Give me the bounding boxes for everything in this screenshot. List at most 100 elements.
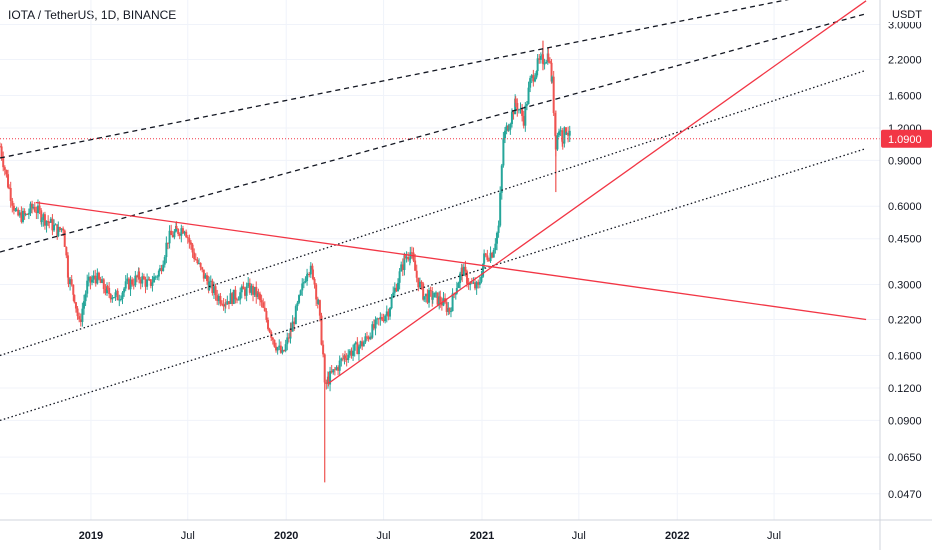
candle-body xyxy=(486,255,489,260)
candle-body xyxy=(134,275,137,286)
candle-body xyxy=(474,282,477,289)
candle-body xyxy=(412,252,415,261)
candle-body xyxy=(63,230,66,247)
candle-body xyxy=(379,317,382,320)
candle-body xyxy=(315,284,318,300)
candle-body xyxy=(157,270,160,277)
candle-body xyxy=(231,293,234,304)
y-tick-label: 0.0470 xyxy=(888,489,922,501)
candle-body xyxy=(457,283,460,289)
candle-body xyxy=(286,337,289,345)
candle-body xyxy=(135,275,138,278)
candle-body xyxy=(564,127,567,134)
candle-body xyxy=(341,358,344,360)
candle-body xyxy=(535,71,538,78)
candle-body xyxy=(565,132,568,134)
candle-body xyxy=(561,130,564,142)
candle-body xyxy=(505,125,508,131)
candle-body xyxy=(252,285,255,295)
candle-body xyxy=(209,280,212,282)
candle-body xyxy=(268,328,271,333)
x-tick-label: Jul xyxy=(572,530,586,542)
candle-body xyxy=(519,108,522,110)
candle-body xyxy=(177,228,180,234)
candle-body xyxy=(204,275,207,279)
candle-body xyxy=(129,279,132,290)
x-tick-label: 2019 xyxy=(79,530,103,542)
candle-body xyxy=(131,279,134,285)
candle-body xyxy=(294,306,297,325)
candle-body xyxy=(138,271,141,280)
candle-body xyxy=(308,274,311,276)
candle-body xyxy=(510,111,513,125)
candle-body xyxy=(121,292,124,299)
candle-body xyxy=(154,276,157,278)
candle-body xyxy=(393,287,396,293)
candle-body xyxy=(495,232,498,244)
candle-body xyxy=(483,253,486,264)
candle-body xyxy=(385,311,388,316)
candle-body xyxy=(293,321,296,325)
candle-body xyxy=(112,297,115,299)
channel-dashed-1 xyxy=(0,0,789,159)
candle-body xyxy=(108,287,111,295)
candle-body xyxy=(521,108,524,116)
candle-body xyxy=(502,138,505,166)
candle-body xyxy=(262,302,265,308)
candle-body xyxy=(24,213,27,215)
candle-body xyxy=(224,303,227,305)
candle-body xyxy=(556,135,559,150)
candle-body xyxy=(559,130,562,132)
candle-body xyxy=(480,276,483,282)
candle-body xyxy=(497,225,500,233)
candle-body xyxy=(418,281,421,288)
candle-body xyxy=(302,282,305,284)
y-tick-label: 0.0650 xyxy=(888,452,922,464)
candle-body xyxy=(522,115,525,126)
currency-bg xyxy=(886,6,928,22)
candle-body xyxy=(105,286,108,294)
candle-body xyxy=(222,304,225,307)
candle-body xyxy=(337,367,340,371)
candle-body xyxy=(329,371,332,385)
candle-body xyxy=(91,279,94,283)
candle-body xyxy=(318,300,321,316)
candle-body xyxy=(322,344,325,355)
candle-body xyxy=(357,346,360,355)
candle-body xyxy=(532,75,535,82)
candle-body xyxy=(545,61,548,64)
candle-body xyxy=(306,274,309,282)
candle-body xyxy=(165,242,168,258)
candle-body xyxy=(529,78,532,88)
candle-body xyxy=(552,76,555,114)
candle-body xyxy=(32,206,35,208)
y-tick-label: 0.6000 xyxy=(888,201,922,213)
candle-body xyxy=(94,278,97,284)
candle-body xyxy=(62,228,65,231)
candle-body xyxy=(439,296,442,303)
channel-dashed-2 xyxy=(0,13,867,253)
candle-body xyxy=(538,58,541,60)
candle-body xyxy=(193,252,196,260)
candle-body xyxy=(384,315,387,322)
candle-body xyxy=(106,286,109,288)
candle-body xyxy=(477,282,480,285)
candle-body xyxy=(72,284,75,295)
candle-body xyxy=(398,271,401,283)
candle-body xyxy=(3,167,6,171)
y-tick-label: 1.6000 xyxy=(888,90,922,102)
candle-body xyxy=(516,103,519,111)
candle-body xyxy=(202,269,205,279)
candle-body xyxy=(27,213,30,215)
currency-label: USDT xyxy=(892,9,922,21)
y-tick-label: 0.4500 xyxy=(888,234,922,246)
candle-body xyxy=(551,76,554,82)
candle-body xyxy=(420,281,423,284)
candle-body xyxy=(533,77,536,82)
last-price-badge xyxy=(881,129,932,148)
candle-body xyxy=(18,212,21,216)
x-tick-label: Jul xyxy=(181,530,195,542)
candle-body xyxy=(76,308,79,317)
candle-body xyxy=(426,293,429,303)
